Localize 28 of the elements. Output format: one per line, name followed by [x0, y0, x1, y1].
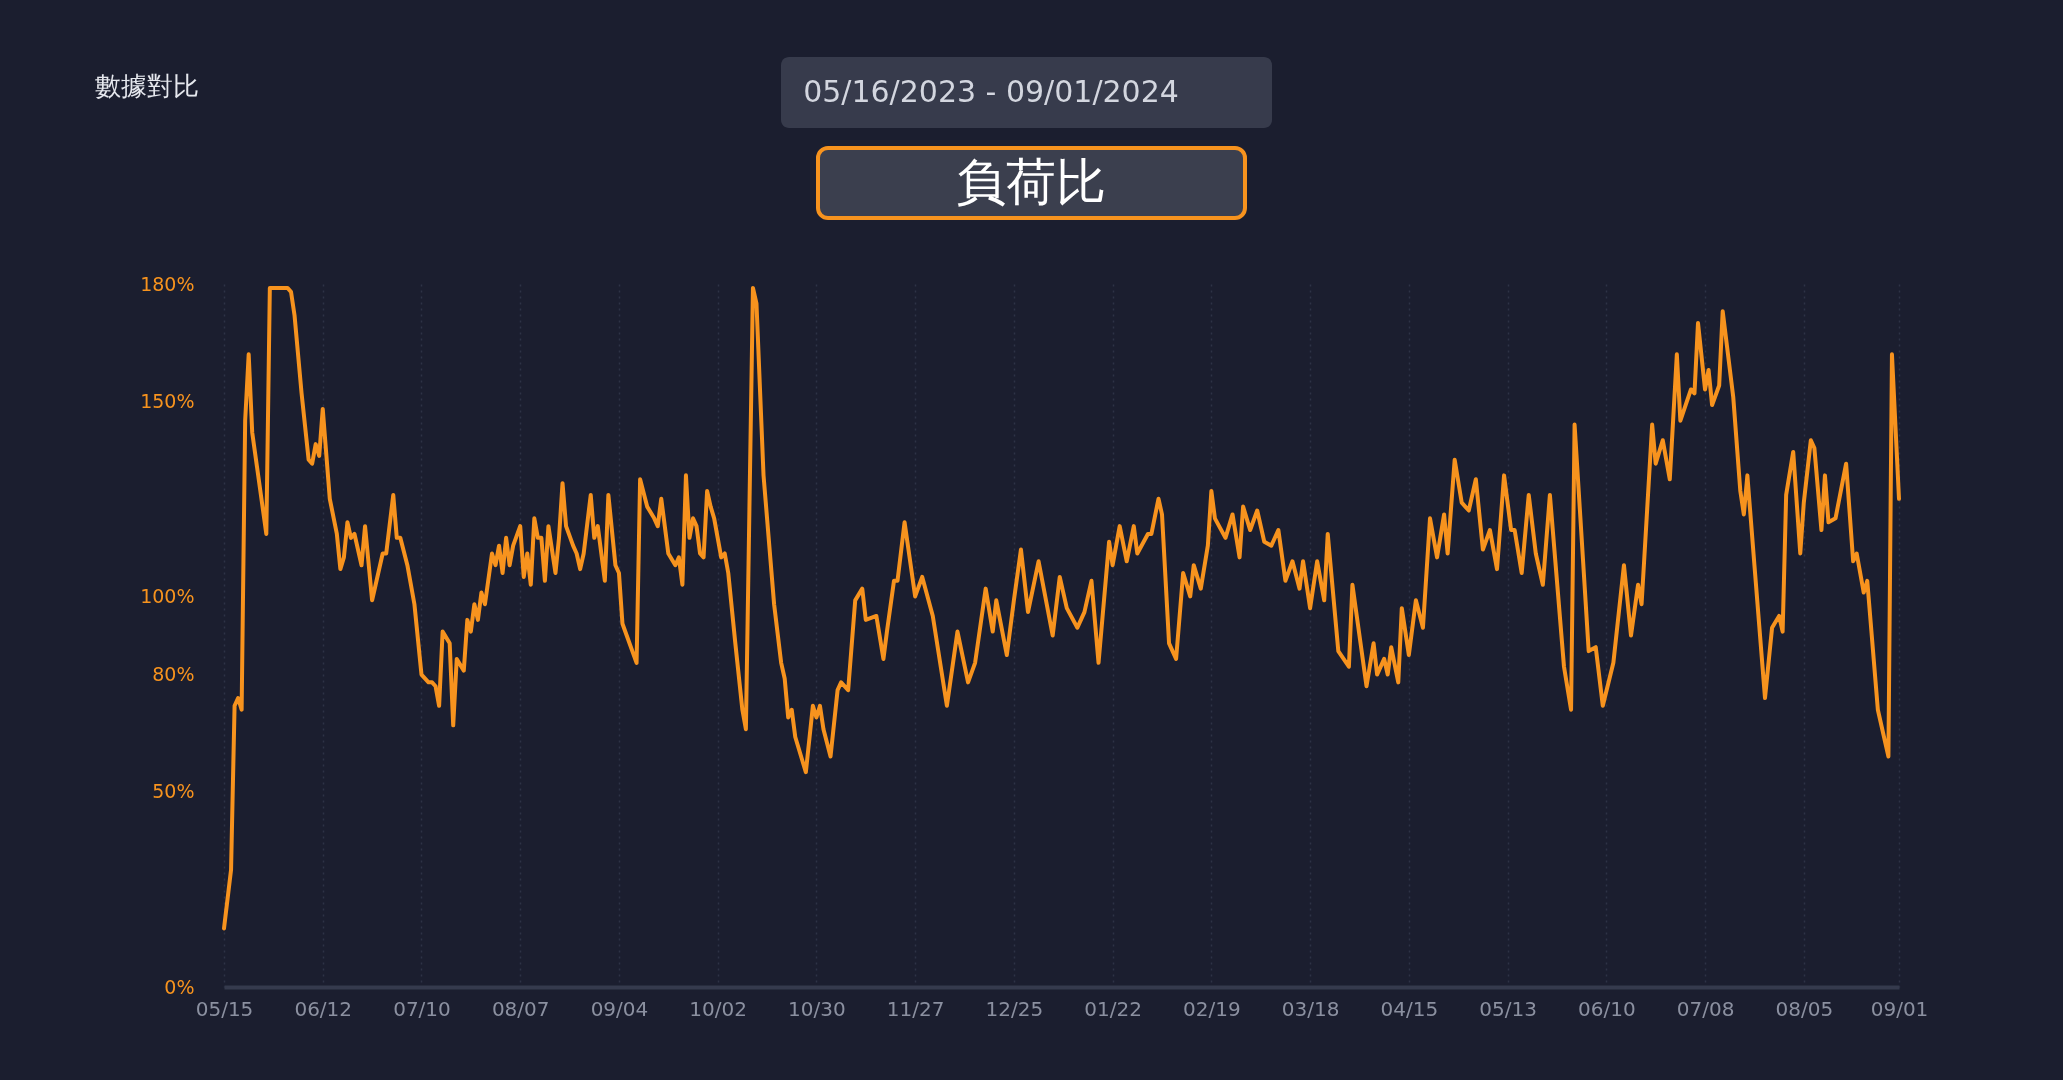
x-tick-label: 10/02: [689, 996, 747, 1021]
x-tick-label: 09/04: [590, 996, 649, 1021]
y-tick-label: 0%: [164, 975, 195, 998]
y-tick-label: 150%: [140, 389, 195, 412]
x-tick-label: 08/07: [491, 996, 550, 1021]
x-tick-label: 05/13: [1479, 996, 1537, 1021]
x-tick-label: 06/10: [1578, 996, 1636, 1021]
x-tick-label: 07/08: [1676, 996, 1735, 1021]
x-tick-label: 07/10: [393, 996, 451, 1021]
x-tick-label: 05/15: [195, 996, 254, 1021]
chart-title: 負荷比: [956, 153, 1106, 211]
chart-subtitle: 05/16/2023 - 09/01/2024: [803, 74, 1179, 109]
x-tick-label: 10/30: [788, 996, 846, 1021]
x-tick-label: 06/12: [294, 996, 353, 1021]
x-tick-label: 12/25: [985, 996, 1044, 1021]
x-tick-label: 02/19: [1183, 996, 1241, 1021]
y-tick-label: 180%: [140, 272, 195, 295]
text: 數據對比: [95, 71, 199, 101]
x-tick-label: 03/18: [1281, 996, 1340, 1021]
x-tick-label: 11/27: [886, 996, 945, 1021]
x-tick-label: 04/15: [1380, 996, 1439, 1021]
x-tick-label: 01/22: [1084, 996, 1142, 1021]
line-series: [222, 285, 1901, 931]
y-tick-label: 80%: [152, 663, 195, 686]
x-tick-label: 08/05: [1775, 996, 1834, 1021]
y-tick-label: 100%: [140, 584, 195, 607]
y-tick-label: 50%: [152, 780, 195, 803]
x-tick-label: 09/01: [1870, 996, 1929, 1021]
